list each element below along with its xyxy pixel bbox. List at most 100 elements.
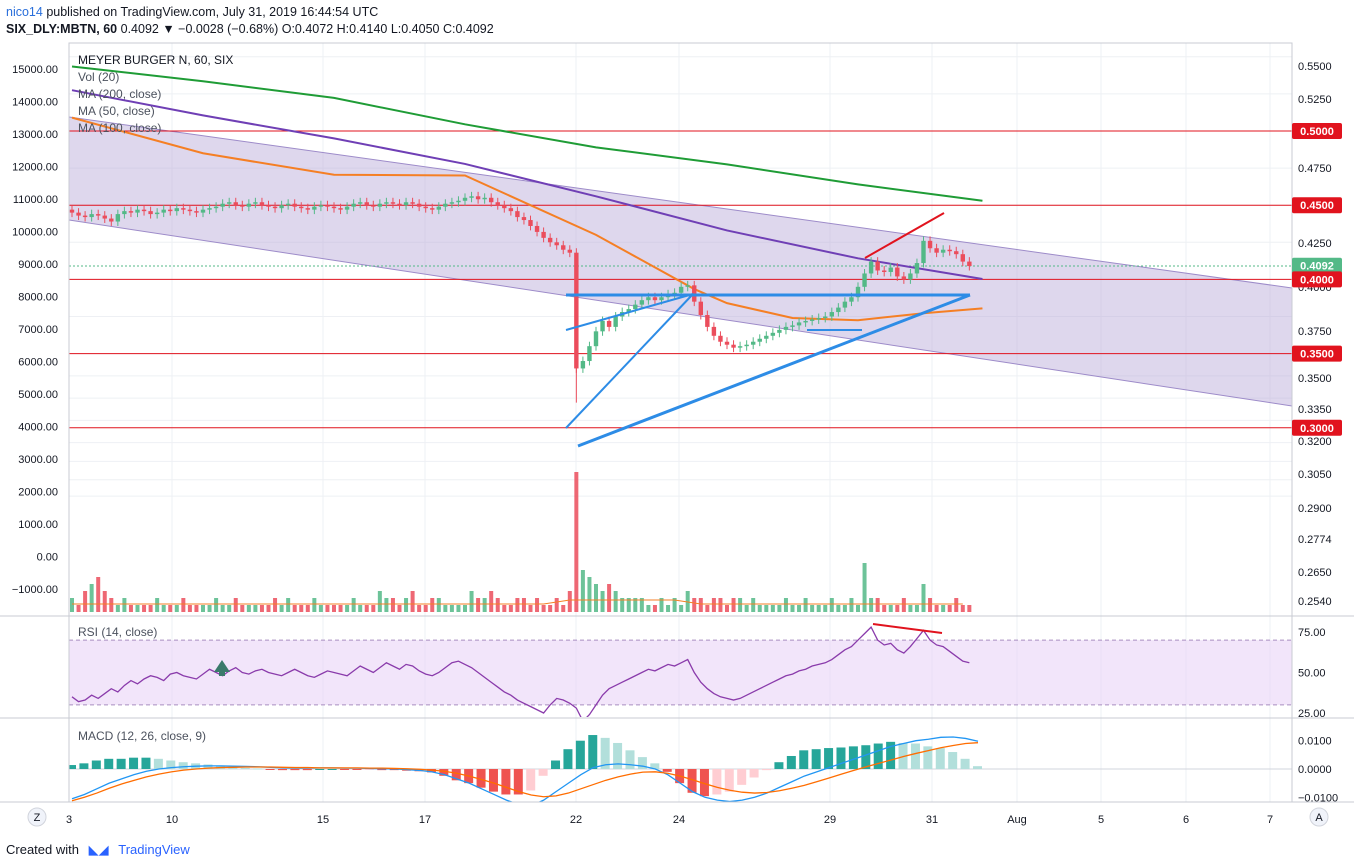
candle-body xyxy=(227,202,232,204)
macd-histogram-bar xyxy=(724,769,734,792)
volume-bar xyxy=(240,605,245,612)
candle-body xyxy=(246,203,252,207)
rsi-pane[interactable] xyxy=(69,623,1292,721)
volume-bar xyxy=(862,563,867,612)
tradingview-logo-icon[interactable]: ◣◢ xyxy=(88,842,109,857)
triangle-support-line xyxy=(577,293,971,448)
volume-bar xyxy=(626,598,631,612)
macd-histogram-bar xyxy=(352,769,362,770)
candle-body xyxy=(285,203,291,206)
candle-body xyxy=(168,209,173,212)
macd-histogram-bar xyxy=(439,769,449,776)
candle-body xyxy=(259,202,265,206)
volume-bar xyxy=(115,605,120,612)
volume-bar xyxy=(253,605,258,612)
volume-bar xyxy=(620,598,625,612)
volume-bar xyxy=(842,605,847,612)
left-axis-tick: 9000.00 xyxy=(18,259,58,271)
candle-body xyxy=(338,208,343,210)
macd-histogram-bar xyxy=(886,741,896,769)
candle-body xyxy=(410,202,415,204)
candle-body xyxy=(875,261,880,271)
candle-body xyxy=(613,316,618,327)
volume-bar xyxy=(836,605,841,612)
macd-axis-tick: 0.0100 xyxy=(1298,736,1332,748)
price-pane[interactable] xyxy=(69,65,1292,612)
macd-histogram-bar xyxy=(848,746,858,769)
volume-bar xyxy=(227,605,232,612)
candle-body xyxy=(600,320,605,332)
levels-layer xyxy=(69,130,1292,429)
volume-bar xyxy=(371,605,376,612)
macd-line xyxy=(71,736,979,802)
volume-bar xyxy=(856,605,860,612)
auto-scale-button-bg[interactable] xyxy=(1309,807,1329,827)
volume-bar xyxy=(849,598,854,612)
price-tag-bg xyxy=(1292,345,1342,362)
macd-histogram-bar xyxy=(737,769,747,785)
candle-body xyxy=(705,315,710,327)
macd-histogram-bar xyxy=(799,750,809,769)
macd-histogram-bar xyxy=(141,757,151,769)
macd-histogram-bar xyxy=(513,769,523,795)
chart-area[interactable]: 0.5500 0.5250 0.5000 0.4750 0.4500 0.4250 0.40… xyxy=(0,42,1354,842)
x-axis-tick: Aug xyxy=(1007,814,1027,826)
x-axis-tick: 17 xyxy=(419,814,431,826)
macd-histogram-bar xyxy=(898,742,908,769)
right-axis-tick: 0.2650 xyxy=(1298,567,1332,579)
volume-bar xyxy=(443,605,448,612)
volume-bar xyxy=(423,605,428,612)
candles-layer xyxy=(69,191,972,403)
volume-bar xyxy=(652,605,657,612)
volume-bar xyxy=(692,598,697,612)
volume-bar xyxy=(535,598,540,612)
price-tag-bg xyxy=(1292,257,1342,274)
candle-body xyxy=(567,249,572,253)
candle-body xyxy=(580,361,586,369)
candle-body xyxy=(947,249,952,252)
left-axis-tick: −1000.00 xyxy=(12,584,58,596)
tradingview-brand[interactable]: TradingView xyxy=(118,842,190,857)
candle-body xyxy=(711,326,717,336)
volume-bar xyxy=(351,598,356,612)
auto-scale-button[interactable]: A xyxy=(1315,812,1323,824)
candle-body xyxy=(901,276,907,280)
candle-body xyxy=(882,270,887,272)
right-axis-tick: 0.2900 xyxy=(1298,503,1332,515)
volume-bar xyxy=(148,605,153,612)
volume-bar xyxy=(417,605,422,612)
candle-body xyxy=(96,214,101,216)
x-axis-tick: 7 xyxy=(1267,814,1273,826)
arrow-up-icon xyxy=(214,660,230,676)
left-axis-tick: 0.00 xyxy=(37,552,58,564)
candle-body xyxy=(842,301,848,308)
macd-histogram-bar xyxy=(340,769,350,770)
volume-bar xyxy=(246,605,251,612)
macd-histogram-bar xyxy=(935,748,945,769)
zoom-button[interactable]: Z xyxy=(34,812,41,824)
candle-body xyxy=(299,206,304,209)
author-link[interactable]: nico14 xyxy=(6,5,43,19)
candle-body xyxy=(430,208,435,210)
macd-pane[interactable] xyxy=(67,735,1292,806)
volume-bar xyxy=(633,598,638,612)
candle-body xyxy=(757,338,762,342)
volume-bar xyxy=(502,605,507,612)
candle-body xyxy=(318,205,324,207)
candle-body xyxy=(331,206,337,209)
price-tag-label: 0.4000 xyxy=(1300,274,1334,286)
volume-bar xyxy=(960,605,965,612)
volume-bar xyxy=(725,605,729,612)
symbol-label: SIX_DLY:MBTN, 60 xyxy=(6,22,118,36)
volume-bar xyxy=(705,605,710,612)
macd-histogram-bar xyxy=(277,769,287,771)
candle-body xyxy=(194,211,199,213)
candle-body xyxy=(266,205,271,207)
zoom-button-bg[interactable] xyxy=(27,807,47,827)
candle-body xyxy=(888,267,893,272)
candle-body xyxy=(895,267,900,277)
candle-body xyxy=(908,273,913,280)
candle-body xyxy=(633,304,638,310)
macd-histogram-bar xyxy=(873,743,883,769)
right-axis-tick: 0.3750 xyxy=(1298,326,1332,338)
